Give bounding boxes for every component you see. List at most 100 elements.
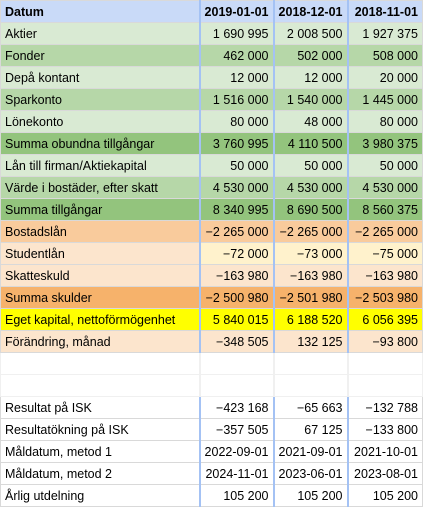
value-cell[interactable]: −423 168 [198, 396, 274, 419]
row-label-cell[interactable] [0, 352, 200, 375]
table-row [0, 352, 423, 375]
value-cell[interactable]: 2023-06-01 [272, 462, 348, 485]
value-cell[interactable] [346, 374, 423, 397]
value-cell[interactable]: −2 265 000 [272, 220, 348, 243]
value-cell[interactable]: 1 445 000 [346, 88, 423, 111]
row-label-cell[interactable]: Måldatum, metod 2 [0, 462, 200, 485]
value-cell[interactable]: 8 560 375 [346, 198, 423, 221]
value-cell[interactable]: 1 690 995 [198, 22, 274, 45]
value-cell[interactable]: 105 200 [346, 484, 423, 507]
value-cell[interactable]: 4 530 000 [198, 176, 274, 199]
row-label-cell[interactable]: Årlig utdelning [0, 484, 200, 507]
value-cell[interactable]: −75 000 [346, 242, 423, 265]
value-cell[interactable]: −163 980 [272, 264, 348, 287]
value-cell[interactable] [272, 374, 348, 397]
value-cell[interactable]: 1 540 000 [272, 88, 348, 111]
row-label-cell[interactable]: Aktier [0, 22, 200, 45]
value-cell[interactable]: 105 200 [198, 484, 274, 507]
value-cell[interactable]: 4 530 000 [272, 176, 348, 199]
value-cell[interactable]: 1 927 375 [346, 22, 423, 45]
header-cell-date-3[interactable]: 2018-11-01 [346, 0, 423, 23]
table-row: Eget kapital, nettoförmögenhet 5 840 015 6… [0, 308, 423, 331]
row-label-cell[interactable]: Bostadslån [0, 220, 200, 243]
row-label-cell[interactable]: Resultat på ISK [0, 396, 200, 419]
value-cell[interactable]: 2021-09-01 [272, 440, 348, 463]
value-cell[interactable]: 4 530 000 [346, 176, 423, 199]
value-cell[interactable] [272, 352, 348, 375]
value-cell[interactable]: −132 788 [346, 396, 423, 419]
value-cell[interactable]: −2 265 000 [198, 220, 274, 243]
value-cell[interactable]: 6 056 395 [346, 308, 423, 331]
value-cell[interactable]: 67 125 [272, 418, 348, 441]
value-cell[interactable]: −2 500 980 [198, 286, 274, 309]
row-label-cell[interactable]: Depå kontant [0, 66, 200, 89]
value-cell[interactable]: −357 505 [198, 418, 274, 441]
row-label-cell[interactable]: Fonder [0, 44, 200, 67]
row-label-cell[interactable]: Skatteskuld [0, 264, 200, 287]
value-cell[interactable]: −65 663 [272, 396, 348, 419]
value-cell[interactable]: 80 000 [198, 110, 274, 133]
row-label-cell[interactable]: Summa tillgångar [0, 198, 200, 221]
row-label-cell[interactable] [0, 374, 200, 397]
value-cell[interactable]: 20 000 [346, 66, 423, 89]
value-cell[interactable]: −348 505 [198, 330, 274, 353]
table-row: Måldatum, metod 2 2024-11-01 2023-06-01 202… [0, 462, 423, 485]
value-cell[interactable] [346, 352, 423, 375]
row-label-cell[interactable]: Sparkonto [0, 88, 200, 111]
value-cell[interactable]: −133 800 [346, 418, 423, 441]
header-cell-date-2[interactable]: 2018-12-01 [272, 0, 348, 23]
value-cell[interactable]: 8 340 995 [198, 198, 274, 221]
header-cell-datum[interactable]: Datum [0, 0, 200, 23]
row-label-cell[interactable]: Studentlån [0, 242, 200, 265]
row-label-cell[interactable]: Eget kapital, nettoförmögenhet [0, 308, 200, 331]
value-cell[interactable]: 508 000 [346, 44, 423, 67]
value-cell[interactable]: 50 000 [346, 154, 423, 177]
value-cell[interactable]: 12 000 [272, 66, 348, 89]
value-cell[interactable]: 5 840 015 [198, 308, 274, 331]
value-cell[interactable]: 12 000 [198, 66, 274, 89]
table-row: Summa tillgångar 8 340 995 8 690 500 8 560 … [0, 198, 423, 221]
value-cell[interactable]: 2 008 500 [272, 22, 348, 45]
value-cell[interactable]: 132 125 [272, 330, 348, 353]
value-cell[interactable]: 80 000 [346, 110, 423, 133]
value-cell[interactable]: 462 000 [198, 44, 274, 67]
value-cell[interactable]: 6 188 520 [272, 308, 348, 331]
value-cell[interactable]: −163 980 [346, 264, 423, 287]
value-cell[interactable]: 502 000 [272, 44, 348, 67]
value-cell[interactable]: 8 690 500 [272, 198, 348, 221]
value-cell[interactable]: 1 516 000 [198, 88, 274, 111]
value-cell[interactable]: −72 000 [198, 242, 274, 265]
value-cell[interactable] [198, 374, 274, 397]
row-label-cell[interactable]: Värde i bostäder, efter skatt [0, 176, 200, 199]
row-label-cell[interactable]: Resultatökning på ISK [0, 418, 200, 441]
value-cell[interactable]: 2021-10-01 [346, 440, 423, 463]
value-cell[interactable]: −73 000 [272, 242, 348, 265]
table-row: Årlig utdelning 105 200 105 200 105 200 [0, 484, 423, 507]
value-cell[interactable]: 4 110 500 [272, 132, 348, 155]
value-cell[interactable]: −93 800 [346, 330, 423, 353]
value-cell[interactable]: 2024-11-01 [198, 462, 274, 485]
value-cell[interactable]: 2022-09-01 [198, 440, 274, 463]
row-label-cell[interactable]: Summa skulder [0, 286, 200, 309]
row-label-cell[interactable]: Lönekonto [0, 110, 200, 133]
row-label-cell[interactable]: Förändring, månad [0, 330, 200, 353]
value-cell[interactable]: 50 000 [198, 154, 274, 177]
value-cell[interactable]: −2 265 000 [346, 220, 423, 243]
value-cell[interactable]: 3 760 995 [198, 132, 274, 155]
value-cell[interactable]: 48 000 [272, 110, 348, 133]
row-label-cell[interactable]: Summa obundna tillgångar [0, 132, 200, 155]
value-cell[interactable]: 2023-08-01 [346, 462, 423, 485]
row-label-cell[interactable]: Måldatum, metod 1 [0, 440, 200, 463]
table-row: Lån till firman/Aktiekapital 50 000 50 000… [0, 154, 423, 177]
value-cell[interactable]: 50 000 [272, 154, 348, 177]
value-cell[interactable]: −2 503 980 [346, 286, 423, 309]
value-cell[interactable]: 3 980 375 [346, 132, 423, 155]
value-cell[interactable]: −2 501 980 [272, 286, 348, 309]
header-row: Datum 2019-01-01 2018-12-01 2018-11-01 [0, 0, 423, 23]
row-label-cell[interactable]: Lån till firman/Aktiekapital [0, 154, 200, 177]
value-cell[interactable]: 105 200 [272, 484, 348, 507]
value-cell[interactable]: −163 980 [198, 264, 274, 287]
value-cell[interactable] [198, 352, 274, 375]
header-cell-date-1[interactable]: 2019-01-01 [198, 0, 274, 23]
